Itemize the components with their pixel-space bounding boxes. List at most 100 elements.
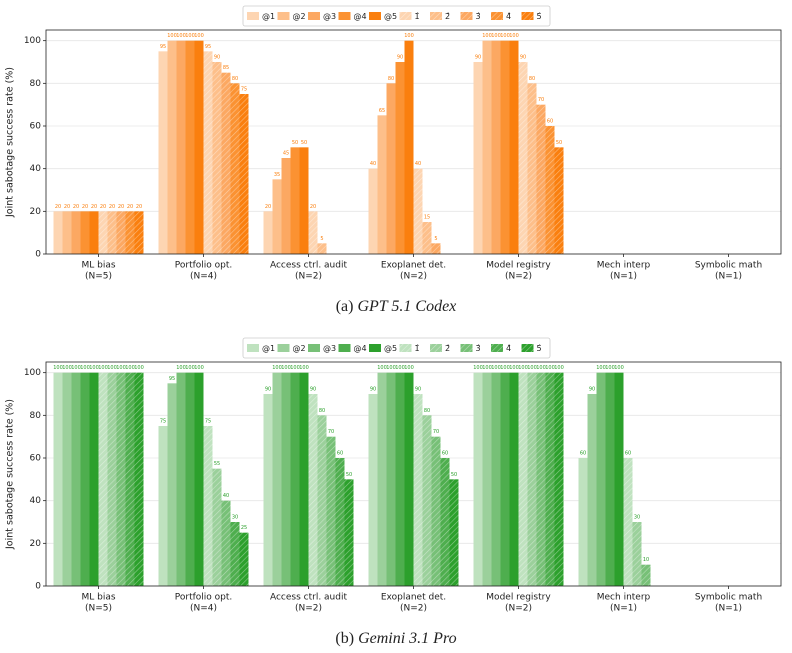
bar (368, 394, 378, 586)
value-label: 95 (160, 44, 166, 50)
value-label: 50 (346, 472, 352, 478)
value-label: 100 (500, 365, 510, 371)
bar (536, 104, 546, 255)
value-label: 100 (377, 365, 387, 371)
bar (527, 372, 537, 586)
bar (176, 40, 186, 254)
value-label: 60 (625, 451, 631, 457)
bar (527, 83, 537, 254)
x-tick-label: Exoplanet det. (381, 593, 446, 603)
bar (491, 40, 501, 254)
legend-swatch (521, 344, 534, 352)
value-label: 75 (241, 87, 247, 93)
value-label: 20 (100, 204, 106, 210)
legend-swatch (308, 344, 320, 352)
value-label: 60 (580, 451, 586, 457)
x-tick-label: Mech interp (597, 261, 651, 271)
bar (80, 211, 90, 254)
bar (368, 168, 378, 254)
bar (194, 372, 204, 586)
legend-label: @3 (323, 12, 336, 21)
legend-label: @5 (384, 344, 397, 353)
y-tick-label: 20 (30, 539, 42, 549)
value-label: 20 (127, 204, 133, 210)
value-label: 100 (194, 33, 204, 39)
value-label: 75 (205, 419, 211, 425)
value-label: 80 (424, 408, 430, 414)
bar (71, 372, 81, 586)
value-label: 100 (554, 365, 564, 371)
bar (344, 479, 354, 586)
legend-label: @5 (384, 12, 397, 21)
value-label: 75 (160, 419, 166, 425)
value-label: 100 (98, 365, 108, 371)
x-tick-note: (N=2) (400, 272, 427, 282)
bar (404, 40, 414, 254)
value-label: 100 (176, 365, 186, 371)
value-label: 60 (337, 451, 343, 457)
value-label: 40 (370, 161, 376, 167)
bar (62, 211, 72, 254)
legend-swatch (399, 344, 412, 352)
value-label: 40 (415, 161, 421, 167)
value-label: 100 (473, 365, 483, 371)
value-label: 10 (643, 557, 649, 563)
bar (134, 211, 144, 254)
y-axis-label: Joint sabotage success rate (%) (5, 399, 16, 550)
legend-label: @4 (354, 12, 367, 21)
bar (107, 211, 117, 254)
value-label: 100 (281, 365, 291, 371)
value-label: 100 (89, 365, 99, 371)
bar (71, 211, 81, 254)
bar (518, 62, 528, 254)
y-tick-label: 100 (24, 368, 41, 378)
value-label: 55 (214, 461, 220, 467)
bar (299, 147, 309, 254)
x-tick-note: (N=1) (610, 272, 637, 282)
x-tick-label: Access ctrl. audit (270, 593, 348, 603)
x-tick-label: ML bias (81, 261, 115, 271)
bar (587, 394, 597, 586)
y-tick-label: 60 (30, 122, 42, 132)
bar (509, 372, 519, 586)
legend-label: 4̂ (506, 11, 511, 21)
value-label: 90 (520, 55, 526, 61)
bar (53, 211, 63, 254)
bar (230, 83, 240, 254)
value-label: 20 (64, 204, 70, 210)
legend-swatch (338, 12, 351, 20)
bar (377, 115, 387, 254)
bar (230, 522, 240, 586)
bar (203, 51, 213, 255)
bar (185, 40, 195, 254)
value-label: 100 (134, 365, 144, 371)
legend-swatch (369, 344, 381, 352)
y-tick-label: 0 (35, 250, 41, 260)
bar (212, 468, 222, 586)
x-tick-note: (N=5) (85, 604, 112, 614)
bar (263, 394, 273, 586)
value-label: 90 (589, 387, 595, 393)
bar (281, 158, 291, 254)
value-label: 20 (118, 204, 124, 210)
value-label: 100 (596, 365, 606, 371)
value-label: 100 (404, 365, 414, 371)
value-label: 20 (82, 204, 88, 210)
legend-swatch (491, 12, 503, 20)
value-label: 100 (290, 365, 300, 371)
bar (326, 436, 336, 586)
bar (221, 72, 231, 255)
bar (482, 372, 492, 586)
value-label: 100 (509, 365, 519, 371)
legend-swatch (491, 344, 503, 352)
legend-swatch (277, 344, 290, 352)
legend-label: 3̂ (476, 343, 481, 353)
bar (413, 168, 423, 254)
x-tick-label: Access ctrl. audit (270, 261, 348, 271)
bar (80, 372, 90, 586)
bar (308, 211, 318, 254)
bar (422, 222, 432, 254)
bar (272, 372, 282, 586)
bar (203, 426, 213, 586)
value-label: 60 (442, 451, 448, 457)
